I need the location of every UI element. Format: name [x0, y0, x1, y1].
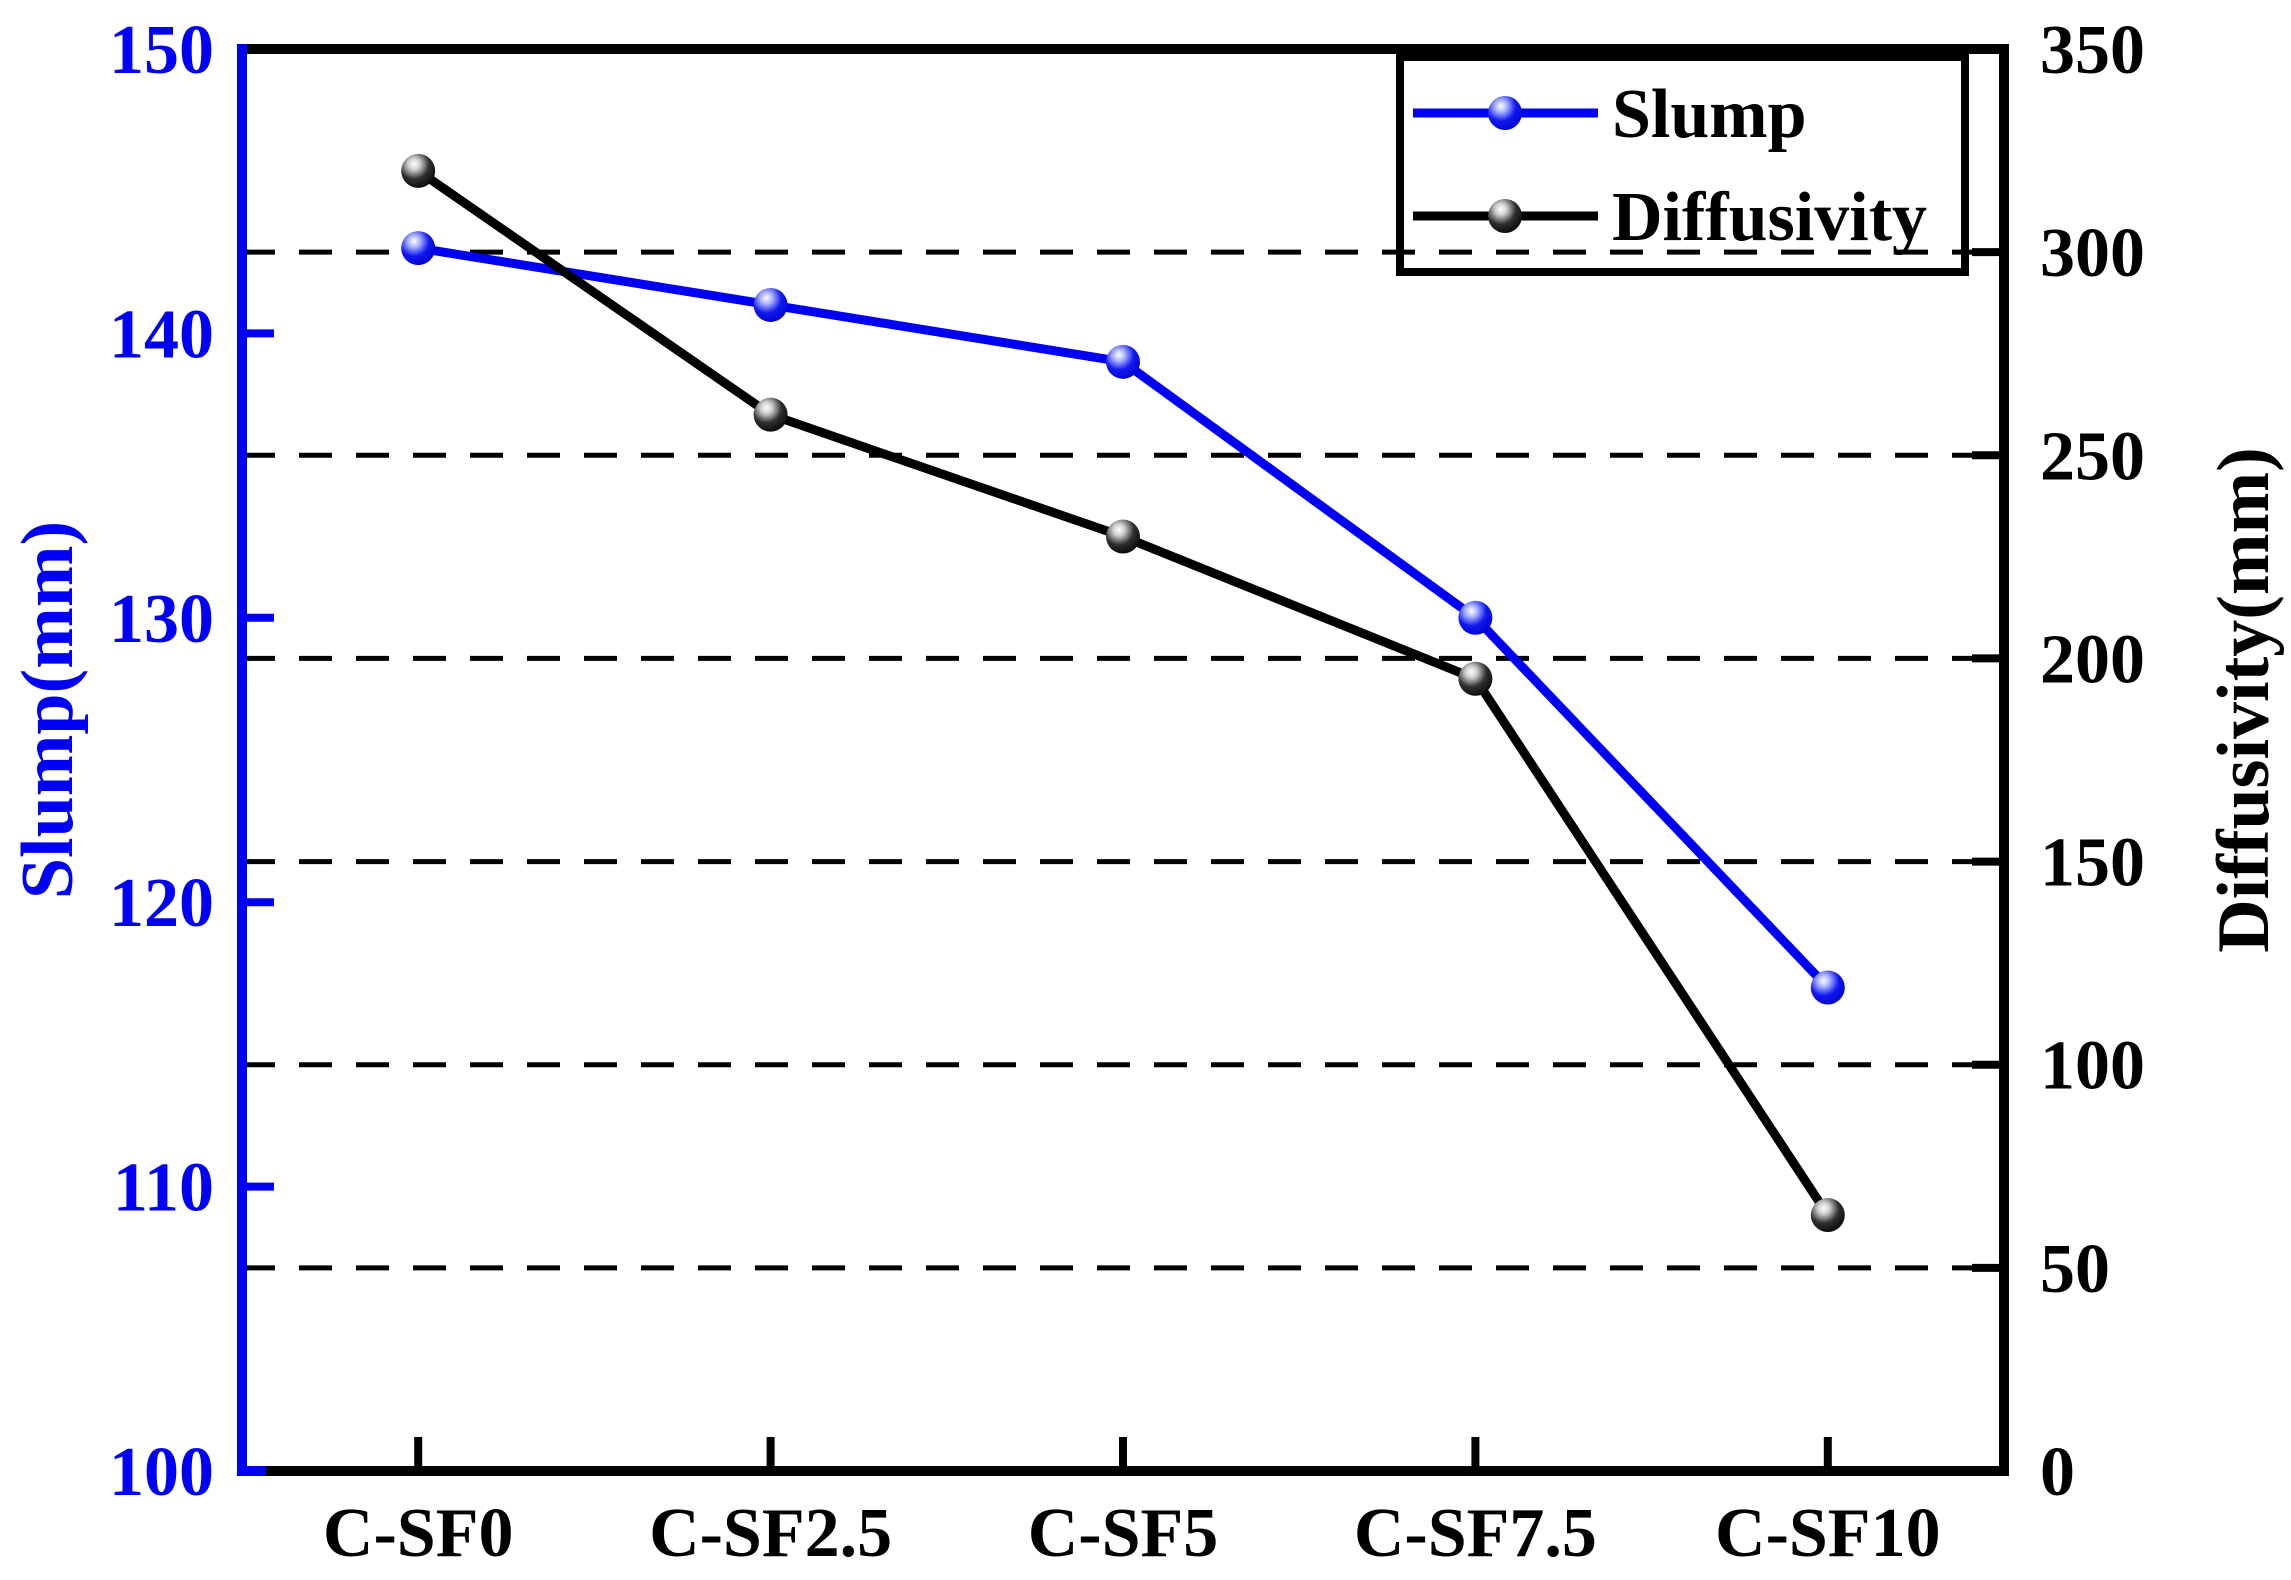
left-axis-tick-label: 110	[113, 1150, 214, 1227]
slump-marker	[753, 287, 788, 322]
slump-marker	[1106, 344, 1140, 379]
left-axis-tick-label: 130	[109, 581, 214, 658]
right-axis-tick-label: 100	[2040, 1028, 2145, 1105]
right-axis-tick-label: 150	[2040, 825, 2145, 902]
left-axis-tick-label: 100	[109, 1434, 214, 1511]
diffusivity-marker	[401, 153, 436, 188]
diffusivity-marker	[753, 397, 788, 432]
x-axis-tick-label: C-SF10	[1715, 1495, 1941, 1572]
legend-entry-slump-marker	[1488, 96, 1522, 130]
right-axis-tick-label: 0	[2040, 1434, 2075, 1511]
x-axis-tick-label: C-SF0	[323, 1495, 514, 1572]
left-axis-tick-label: 140	[109, 296, 214, 373]
slump-marker	[401, 231, 436, 266]
legend-entry-slump-label: Slump	[1612, 76, 1807, 153]
right-axis-tick-label: 50	[2040, 1231, 2110, 1308]
diffusivity-marker	[1458, 661, 1493, 696]
right-axis-tick-label: 200	[2040, 621, 2145, 698]
right-axis-tick-label: 350	[2040, 12, 2145, 89]
x-axis-tick-label: C-SF7.5	[1354, 1495, 1597, 1572]
left-axis-title: Slump(mm)	[7, 521, 89, 899]
left-axis-tick-label: 150	[109, 12, 214, 89]
left-axis-tick-label: 120	[109, 865, 214, 942]
legend-entry-diffusivity-label: Diffusivity	[1612, 179, 1927, 256]
x-axis-tick-label: C-SF2.5	[649, 1495, 892, 1572]
diffusivity-marker	[1106, 519, 1140, 554]
right-axis-tick-label: 300	[2040, 215, 2145, 292]
legend-entry-diffusivity-marker	[1488, 199, 1522, 233]
x-axis-tick-label: C-SF5	[1028, 1495, 1219, 1572]
diffusivity-marker	[1810, 1198, 1845, 1233]
right-axis-title: Diffusivity(mm)	[2203, 447, 2285, 953]
slump-marker	[1458, 600, 1493, 635]
right-axis-tick-label: 250	[2040, 418, 2145, 495]
legend-box	[1396, 53, 1969, 276]
slump-marker	[1810, 970, 1845, 1005]
